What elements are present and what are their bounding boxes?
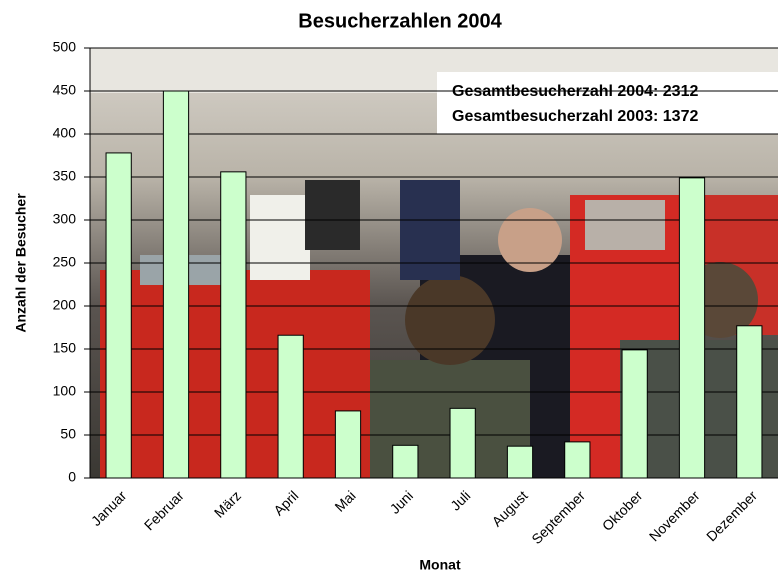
- bar: [679, 178, 704, 478]
- x-tick-label: Dezember: [703, 487, 760, 544]
- y-tick-label: 100: [53, 383, 77, 399]
- bar: [106, 153, 131, 478]
- x-axis-title: Monat: [419, 557, 461, 573]
- x-tick-label: Juli: [447, 487, 473, 513]
- y-tick-label: 150: [53, 340, 77, 356]
- bar: [393, 445, 418, 478]
- x-tick-label: März: [211, 487, 244, 520]
- y-tick-label: 200: [53, 297, 77, 313]
- bar: [335, 411, 360, 478]
- x-tick-label: November: [646, 487, 703, 544]
- y-tick-label: 450: [53, 82, 77, 98]
- y-tick-label: 50: [60, 426, 76, 442]
- x-tick-label: Januar: [88, 487, 130, 529]
- bar: [737, 326, 762, 478]
- y-tick-label: 250: [53, 254, 77, 270]
- bar: [450, 408, 475, 478]
- x-tick-label: Juni: [387, 487, 416, 516]
- x-tick-label: Februar: [141, 487, 187, 533]
- bar: [622, 350, 647, 478]
- bar: [221, 172, 246, 478]
- bar: [565, 442, 590, 478]
- x-tick-label: September: [528, 487, 588, 547]
- bar: [507, 446, 532, 478]
- annotation: Gesamtbesucherzahl 2003: 1372: [452, 108, 698, 125]
- y-tick-label: 300: [53, 211, 77, 227]
- chart-title: Besucherzahlen 2004: [298, 10, 502, 32]
- x-tick-label: Oktober: [599, 487, 646, 534]
- chart: Besucherzahlen 2004 Gesamtbesucherzahl 2…: [0, 0, 779, 576]
- y-tick-label: 500: [53, 39, 77, 55]
- bar: [278, 335, 303, 478]
- annotation: Gesamtbesucherzahl 2004: 2312: [452, 83, 698, 100]
- y-tick-label: 0: [68, 469, 76, 485]
- x-tick-label: Mai: [331, 487, 358, 514]
- y-tick-label: 350: [53, 168, 77, 184]
- bar: [163, 91, 188, 478]
- y-tick-label: 400: [53, 125, 77, 141]
- x-tick-label: August: [489, 487, 531, 529]
- x-tick-label: April: [270, 487, 301, 518]
- y-axis-title: Anzahl der Besucher: [13, 193, 29, 333]
